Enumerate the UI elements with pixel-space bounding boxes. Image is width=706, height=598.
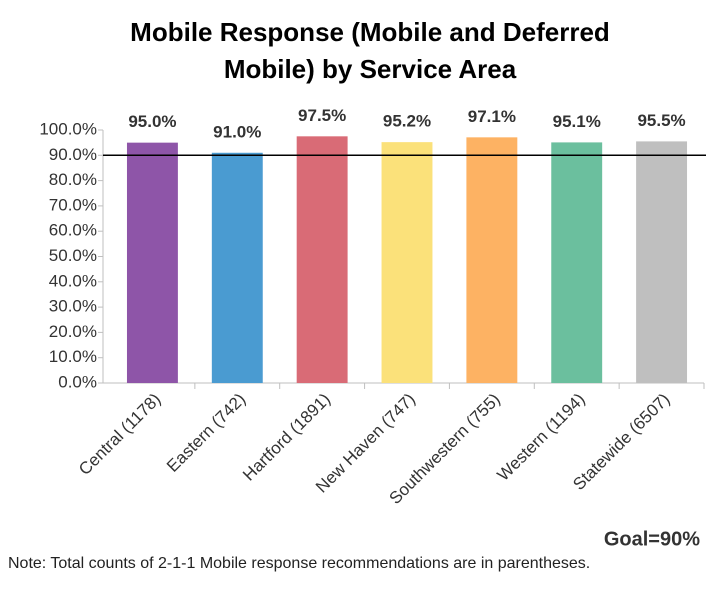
bar: [211, 152, 263, 383]
y-tick-label: 60.0%: [49, 221, 97, 240]
chart-title: Mobile Response (Mobile and Deferred Mob…: [130, 17, 610, 84]
value-label: 95.2%: [383, 112, 431, 131]
y-tick-label: 80.0%: [49, 170, 97, 189]
x-tick-label: Eastern (742): [163, 390, 249, 476]
value-label: 95.1%: [553, 112, 601, 131]
y-tick-label: 40.0%: [49, 271, 97, 290]
y-tick-label: 90.0%: [49, 145, 97, 164]
value-label: 97.1%: [468, 107, 516, 126]
x-tick-label: Western (1194): [494, 390, 589, 485]
value-label: 91.0%: [213, 122, 261, 141]
value-label: 95.0%: [128, 112, 176, 131]
y-tick-label: 20.0%: [49, 322, 97, 341]
note: Note: Total counts of 2-1-1 Mobile respo…: [8, 555, 591, 572]
y-tick-label: 0.0%: [58, 372, 97, 391]
bar: [551, 142, 603, 383]
x-tick-label: Central (1178): [75, 390, 164, 479]
value-label: 95.5%: [637, 111, 685, 130]
bar: [466, 137, 518, 383]
bar: [381, 142, 433, 383]
bar: [636, 141, 688, 383]
y-tick-label: 100.0%: [39, 119, 97, 138]
y-tick-label: 70.0%: [49, 195, 97, 214]
bar: [126, 142, 178, 383]
x-tick-label: Hartford (1891): [239, 390, 334, 485]
y-tick-label: 10.0%: [49, 347, 97, 366]
y-tick-label: 50.0%: [49, 246, 97, 265]
goal-label: Goal=90%: [604, 528, 700, 550]
bar: [296, 136, 348, 383]
value-label: 97.5%: [298, 106, 346, 125]
y-tick-label: 30.0%: [49, 297, 97, 316]
